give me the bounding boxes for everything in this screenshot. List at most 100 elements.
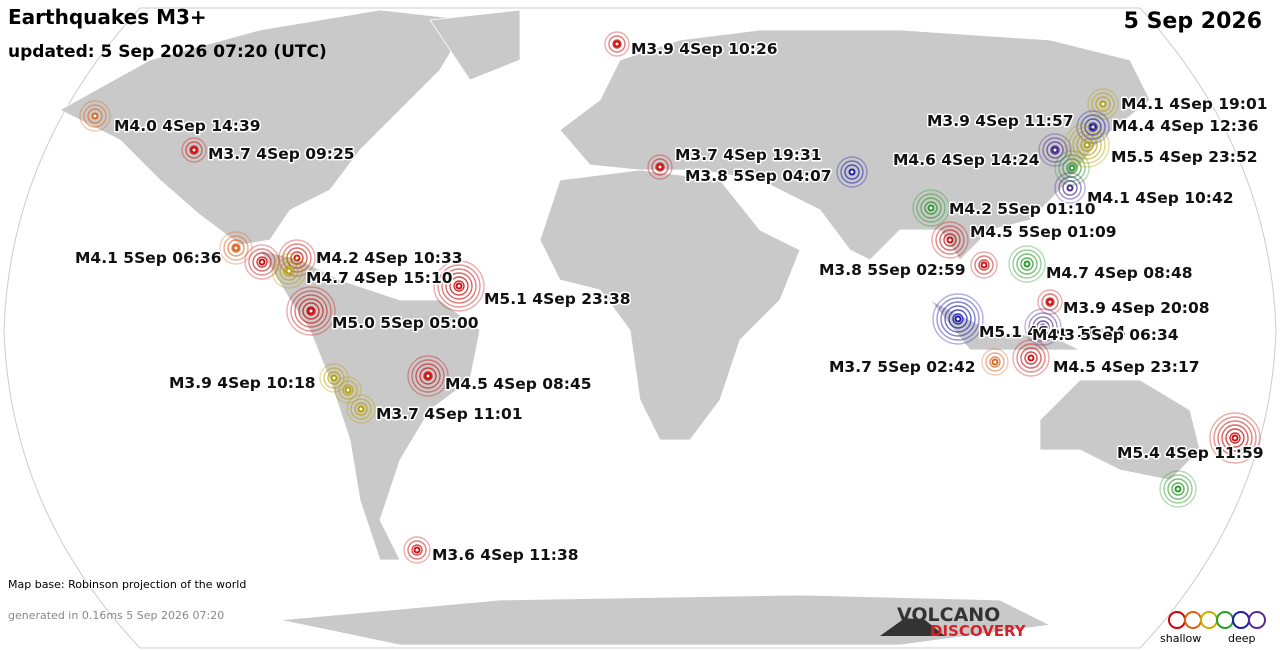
quake-ring — [1012, 249, 1042, 279]
quake-ring — [943, 233, 957, 247]
quake-ring — [1028, 312, 1058, 342]
quake-ring — [286, 286, 336, 336]
quake-ring — [1209, 412, 1261, 464]
quake-ring — [1213, 416, 1257, 460]
quake-ring — [1038, 133, 1072, 167]
quake-ring — [87, 108, 103, 124]
quake-center — [330, 374, 338, 382]
quake-ring — [655, 162, 665, 172]
quake-ring — [298, 298, 324, 324]
quake-ring — [279, 261, 299, 281]
quake-ring — [282, 243, 312, 273]
legend: shallow deep — [1160, 611, 1266, 645]
quake-ring — [1068, 126, 1106, 164]
quake-ring — [283, 265, 295, 277]
quake-ring — [419, 367, 437, 385]
quake-ring — [411, 544, 423, 556]
quake-ring — [916, 193, 946, 223]
quake-ring — [1087, 88, 1119, 120]
quake-ring — [920, 197, 942, 219]
quake-ring — [1024, 351, 1038, 365]
quake-ring — [1080, 114, 1106, 140]
quake-center — [1023, 260, 1031, 268]
quake-ring — [189, 145, 199, 155]
quake-ring — [612, 39, 622, 49]
quake-center — [91, 112, 99, 120]
quake-ring — [334, 376, 362, 404]
quake-ring — [227, 239, 245, 257]
legend-ring — [1200, 611, 1218, 629]
quake-ring — [1042, 137, 1068, 163]
quake-ring — [935, 225, 965, 255]
legend-deep: deep — [1228, 632, 1256, 645]
quake-layer: M3.9 4Sep 10:26 M4.0 4Sep 14:39 M3.7 4Sep … — [74, 31, 1269, 566]
quake-label: M4.1 5Sep 06:36 — [75, 249, 222, 267]
quake-ring — [932, 293, 984, 345]
quake-label: M3.9 4Sep 11:57 — [927, 112, 1074, 130]
quake-ring — [1159, 470, 1197, 508]
quake-ring — [978, 259, 990, 271]
quake-ring — [1050, 145, 1060, 155]
quake-ring — [403, 536, 431, 564]
quake-ring — [608, 35, 626, 53]
quake-label: M3.7 5Sep 02:42 — [829, 358, 976, 376]
quake-center — [991, 358, 999, 366]
quake-center — [1099, 100, 1107, 108]
quake-ring — [1066, 162, 1078, 174]
quake-label: M4.3 5Sep 06:34 — [1032, 326, 1179, 344]
quake-ring — [647, 154, 673, 180]
quake-ring — [83, 104, 107, 128]
quake-ring — [1041, 293, 1059, 311]
quake-ring — [840, 160, 864, 184]
quake-label: M3.8 5Sep 04:07 — [685, 167, 832, 185]
quake-label: M4.7 4Sep 08:48 — [1046, 264, 1193, 282]
quake-ring — [1020, 257, 1034, 271]
quake-center — [413, 546, 421, 554]
quake-ring — [338, 380, 358, 400]
quake-ring — [940, 301, 976, 337]
legend-ring — [1232, 611, 1250, 629]
quake-center — [1231, 434, 1239, 442]
quake-ring — [441, 268, 477, 304]
legend-ring — [1248, 611, 1266, 629]
quake-label: M3.7 4Sep 11:01 — [376, 405, 523, 423]
quake-ring — [1080, 138, 1094, 152]
quake-ring — [342, 384, 354, 396]
quake-ring — [323, 367, 345, 389]
quake-label: M5.5 4Sep 23:52 — [1111, 148, 1258, 166]
quake-ring — [275, 257, 303, 285]
quake-center — [1051, 146, 1059, 154]
quake-center — [1039, 323, 1047, 331]
quake-label: M3.9 4Sep 10:18 — [169, 374, 316, 392]
quake-center — [1174, 485, 1182, 493]
title: Earthquakes M3+ — [8, 5, 207, 29]
quake-ring — [1217, 420, 1253, 456]
quake-ring — [1095, 96, 1111, 112]
quake-ring — [445, 272, 473, 300]
quake-label: M4.5 4Sep 23:17 — [1053, 358, 1200, 376]
quake-ring — [931, 221, 969, 259]
logo-bottom: DISCOVERY — [930, 622, 1027, 640]
quake-ring — [1084, 118, 1102, 136]
quake-ring — [1024, 308, 1062, 346]
quake-ring — [350, 398, 372, 420]
quake-label: M4.4 4Sep 12:36 — [1112, 117, 1259, 135]
quake-center — [1066, 184, 1074, 192]
quake-ring — [989, 356, 1001, 368]
quake-label: M4.6 4Sep 14:24 — [893, 151, 1040, 169]
quake-ring — [1225, 428, 1245, 448]
quake-ring — [411, 359, 445, 393]
quake-ring — [407, 540, 427, 560]
quake-label: M3.8 5Sep 02:59 — [819, 261, 966, 279]
quake-center — [848, 168, 856, 176]
quake-ring — [970, 251, 998, 279]
quake-ring — [948, 309, 968, 329]
quake-center — [307, 307, 315, 315]
quake-ring — [1064, 122, 1110, 168]
quake-ring — [912, 189, 950, 227]
quake-center — [1083, 141, 1091, 149]
quake-ring — [844, 164, 860, 180]
quake-ring — [1046, 141, 1064, 159]
quake-label: M5.4 4Sep 11:59 — [1117, 444, 1264, 462]
date: 5 Sep 2026 — [1124, 9, 1262, 34]
